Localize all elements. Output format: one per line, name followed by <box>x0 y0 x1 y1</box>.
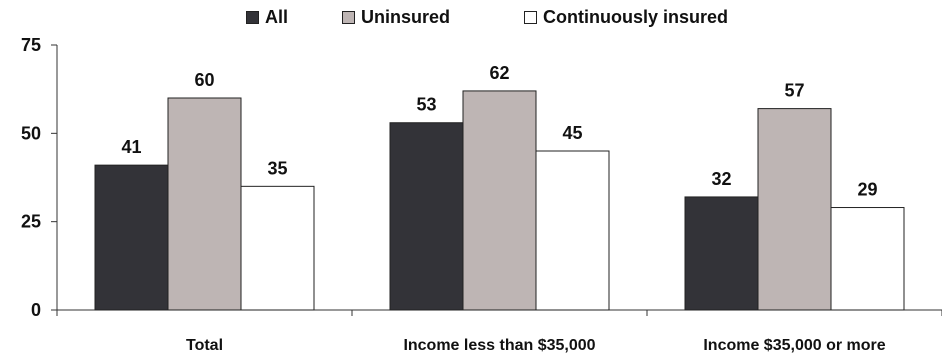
bar <box>94 164 169 311</box>
legend-label-continuously-insured: Continuously insured <box>543 6 729 27</box>
category-label: Income less than $35,000 <box>403 337 595 354</box>
y-tick-label: 0 <box>31 300 41 320</box>
bar <box>830 207 905 311</box>
legend-swatch-continuously-insured <box>524 10 537 24</box>
legend-swatch-uninsured <box>342 10 355 24</box>
bar <box>462 90 537 311</box>
legend-item-all: All <box>246 7 288 27</box>
data-label: 32 <box>711 169 731 189</box>
y-tick-label: 75 <box>21 35 41 55</box>
data-label: 53 <box>416 95 436 115</box>
category-label: Income $35,000 or more <box>703 337 885 354</box>
legend-swatch-all <box>246 10 259 24</box>
bar <box>389 122 464 311</box>
data-label: 57 <box>784 81 804 101</box>
bar <box>684 196 759 311</box>
y-tick-label: 25 <box>21 212 41 232</box>
data-label: 35 <box>267 158 287 178</box>
legend-label-all: All <box>265 6 289 27</box>
data-label: 62 <box>489 63 509 83</box>
bar <box>535 150 610 311</box>
legend-item-continuously-insured: Continuously insured <box>524 7 728 27</box>
legend: All Uninsured Continuously insured <box>0 0 942 34</box>
bar <box>240 185 315 311</box>
data-label: 41 <box>121 137 141 157</box>
bar <box>757 108 832 311</box>
data-label: 29 <box>857 180 877 200</box>
legend-label-uninsured: Uninsured <box>361 6 451 27</box>
category-label: Total <box>186 337 223 354</box>
data-label: 45 <box>562 123 582 143</box>
data-label: 60 <box>194 70 214 90</box>
y-tick-label: 50 <box>21 123 41 143</box>
legend-item-uninsured: Uninsured <box>342 7 450 27</box>
bar <box>167 97 242 311</box>
